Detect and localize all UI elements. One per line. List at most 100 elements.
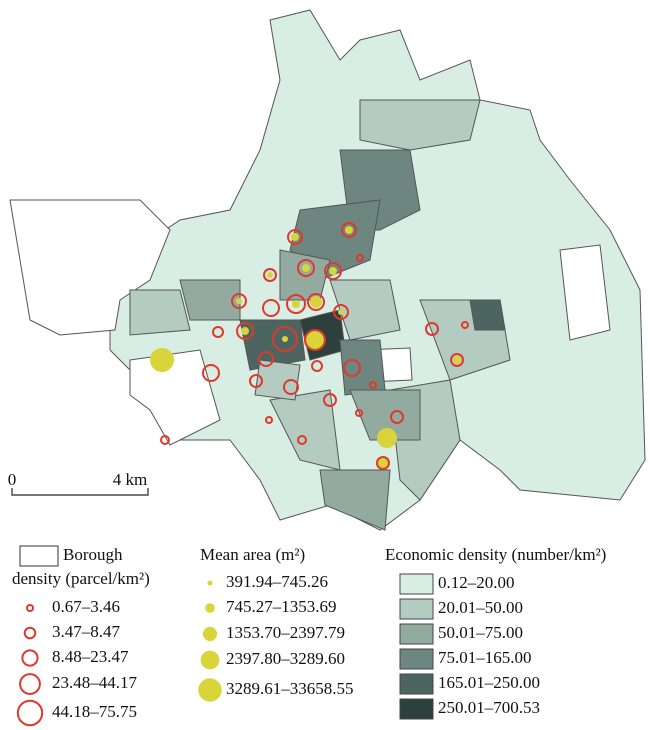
site-density bbox=[369, 381, 377, 389]
site-area bbox=[376, 456, 390, 470]
legend-swatch bbox=[399, 648, 434, 670]
legend-title: Mean area (m²) bbox=[200, 545, 305, 564]
site-density bbox=[355, 409, 363, 417]
legend-symbol bbox=[207, 580, 213, 586]
site-area bbox=[345, 226, 353, 234]
site-density bbox=[272, 326, 298, 352]
site-density bbox=[212, 326, 224, 338]
site-area bbox=[236, 298, 242, 304]
legend-label: 50.01–75.00 bbox=[438, 623, 523, 642]
legend-symbol bbox=[19, 673, 41, 695]
legend-symbol bbox=[21, 649, 39, 667]
site-density bbox=[283, 379, 299, 395]
site-density bbox=[287, 229, 303, 245]
legend-label: 75.01–165.00 bbox=[438, 648, 532, 667]
site-density bbox=[307, 293, 325, 311]
region bbox=[239, 319, 306, 371]
region bbox=[254, 359, 301, 401]
site-area bbox=[329, 267, 337, 275]
site-density bbox=[333, 304, 349, 320]
site-area bbox=[453, 356, 461, 364]
legend-label: 391.94–745.26 bbox=[226, 572, 328, 591]
legend-title: Borough bbox=[63, 545, 123, 564]
sites bbox=[150, 222, 469, 470]
legend-label: 23.48–44.17 bbox=[52, 673, 138, 692]
site-area bbox=[310, 296, 322, 308]
legend-symbol bbox=[23, 626, 37, 640]
region bbox=[349, 389, 421, 441]
legend-title: density (parcel/km²) bbox=[12, 569, 150, 588]
site-density bbox=[304, 329, 326, 351]
region bbox=[339, 339, 386, 396]
site-area bbox=[338, 309, 344, 315]
site-density bbox=[425, 322, 439, 336]
site-density bbox=[258, 351, 274, 367]
scale-start: 0 bbox=[8, 470, 17, 489]
region bbox=[319, 469, 391, 531]
site-area bbox=[377, 428, 397, 448]
legend-symbol bbox=[26, 604, 34, 612]
site-area bbox=[267, 272, 273, 278]
legend-label: 2397.80–3289.60 bbox=[226, 649, 345, 668]
region bbox=[329, 279, 401, 341]
site-density bbox=[265, 416, 273, 424]
legend-symbol bbox=[205, 603, 215, 613]
legend-label: 44.18–75.75 bbox=[52, 702, 137, 721]
scale-bar: 0 4 km bbox=[8, 470, 149, 496]
site-area bbox=[292, 300, 300, 308]
site-density bbox=[160, 435, 170, 445]
site-density bbox=[376, 456, 390, 470]
site-density bbox=[262, 299, 280, 317]
legend-label: 165.01–250.00 bbox=[438, 673, 540, 692]
site-density bbox=[286, 294, 306, 314]
site-density bbox=[341, 222, 357, 238]
scale-line bbox=[11, 488, 149, 496]
region bbox=[9, 199, 171, 336]
site-density bbox=[311, 360, 323, 372]
legend-symbol bbox=[200, 650, 220, 670]
legend-symbol bbox=[198, 678, 222, 702]
borough-swatch bbox=[19, 545, 59, 567]
scale-end: 4 km bbox=[113, 470, 147, 489]
legend-label: 3289.61–33658.55 bbox=[226, 679, 354, 698]
site-area bbox=[306, 331, 324, 349]
legend-label: 3.47–8.47 bbox=[52, 622, 121, 641]
site-density bbox=[236, 322, 254, 340]
site-area bbox=[291, 233, 299, 241]
region bbox=[469, 299, 506, 331]
legend-label: 0.67–3.46 bbox=[52, 597, 120, 616]
region bbox=[179, 279, 241, 321]
region bbox=[129, 349, 221, 446]
map bbox=[9, 9, 646, 531]
site-density bbox=[323, 393, 337, 407]
site-density bbox=[231, 293, 247, 309]
site-density bbox=[297, 259, 315, 277]
site-density bbox=[263, 268, 277, 282]
legend-swatch bbox=[399, 573, 434, 595]
legend-symbol bbox=[202, 626, 218, 642]
legend-label: 8.48–23.47 bbox=[52, 647, 129, 666]
legend-label: 1353.70–2397.79 bbox=[226, 623, 345, 642]
region bbox=[559, 244, 611, 341]
region bbox=[129, 289, 191, 336]
site-density bbox=[202, 364, 220, 382]
legend-swatch bbox=[399, 673, 434, 695]
site-density bbox=[450, 353, 464, 367]
site-area bbox=[282, 336, 288, 342]
legend-swatch bbox=[399, 623, 434, 645]
site-density bbox=[461, 321, 469, 329]
legend-swatch bbox=[399, 598, 434, 620]
site-density bbox=[297, 435, 307, 445]
site-density bbox=[390, 410, 404, 424]
legend-label: 0.12–20.00 bbox=[438, 573, 515, 592]
region bbox=[359, 99, 481, 151]
site-area bbox=[241, 327, 249, 335]
site-density bbox=[249, 374, 263, 388]
legend-symbol bbox=[16, 699, 44, 727]
legend-label: 250.01–700.53 bbox=[438, 698, 540, 717]
legend-swatch bbox=[399, 698, 434, 720]
legend-label: 745.27–1353.69 bbox=[226, 597, 337, 616]
site-density bbox=[356, 254, 364, 262]
site-density bbox=[343, 359, 361, 377]
